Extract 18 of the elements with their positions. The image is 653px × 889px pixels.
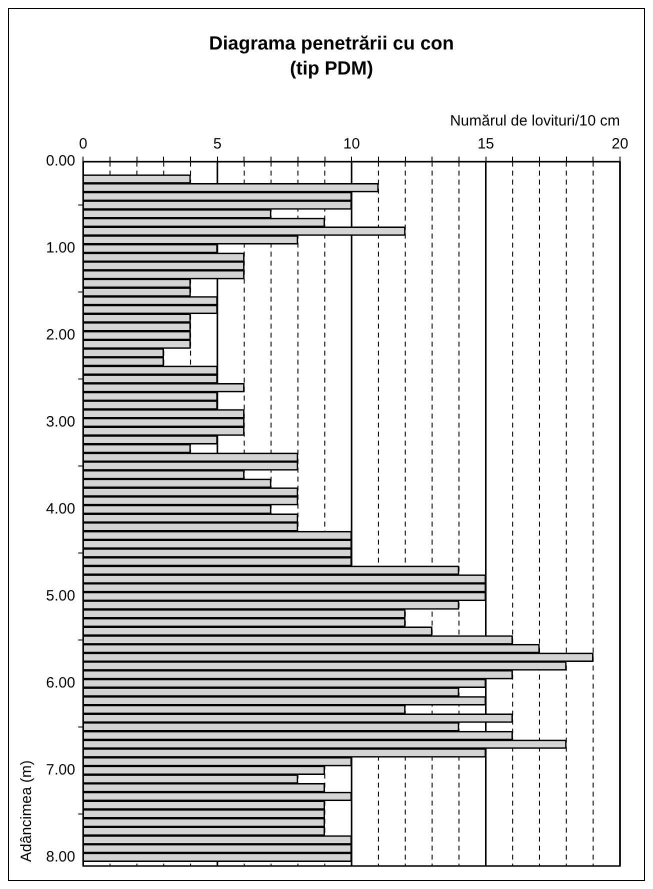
x-tick-label: 20: [612, 136, 628, 153]
x-tick-label: 5: [213, 136, 222, 153]
y-tick-label: 0.00: [46, 152, 76, 170]
y-tick-label: 2.00: [46, 326, 76, 344]
y-tick-label: 7.00: [46, 761, 76, 778]
x-axis-title: Numărul de lovituri/10 cm: [450, 112, 620, 130]
y-tick-label: 5.00: [46, 588, 76, 605]
x-tick-label: 0: [79, 136, 88, 153]
y-tick-label: 1.00: [46, 240, 76, 257]
y-tick-label: 4.00: [46, 500, 76, 518]
x-tick-label: 10: [343, 136, 360, 153]
y-tick-label: 6.00: [46, 674, 76, 692]
y-tick-label: 3.00: [46, 414, 76, 431]
y-tick-label: 8.00: [46, 848, 76, 866]
chart-subtitle: (tip PDM): [290, 58, 374, 80]
y-axis-title: Adâncimea (m): [18, 760, 36, 862]
x-tick-label: 15: [477, 136, 494, 153]
chart-title: Diagrama penetrării cu con: [209, 34, 454, 55]
